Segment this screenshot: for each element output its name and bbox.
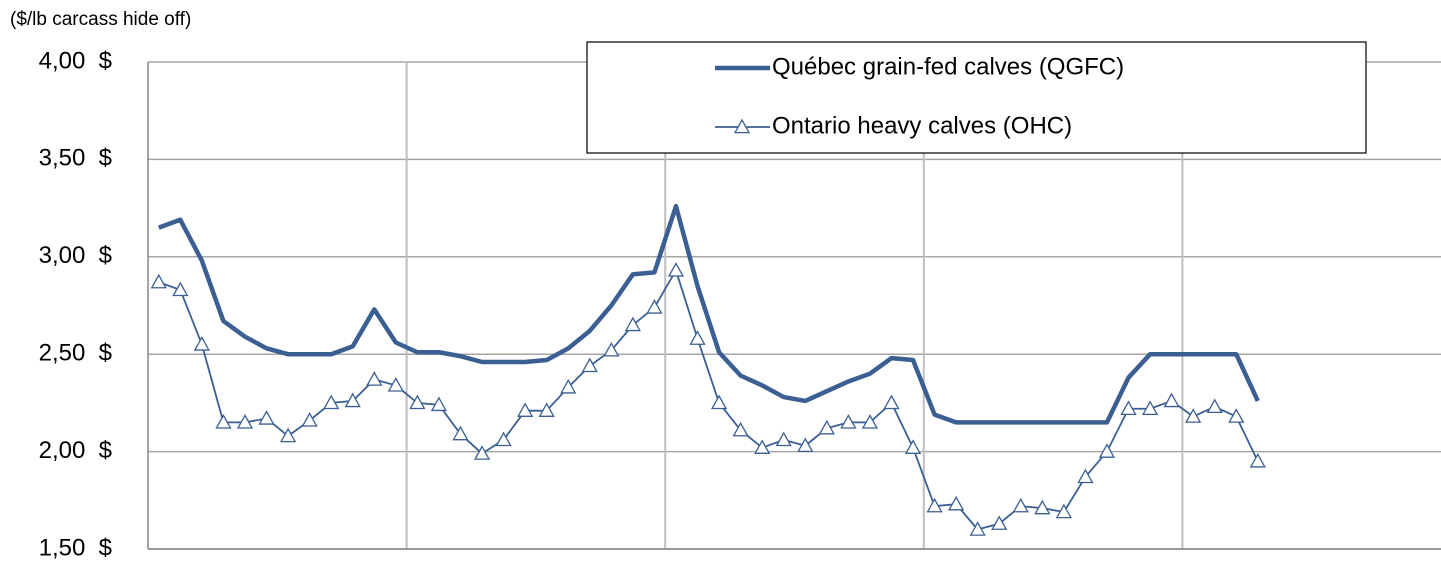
legend-label: Ontario heavy calves (OHC) [772, 112, 1072, 139]
data-point [258, 410, 275, 425]
data-point [236, 414, 254, 429]
y-axis-label: ($/lb carcass hide off) [10, 9, 191, 30]
data-point [818, 419, 835, 435]
data-point [775, 431, 792, 447]
data-point [926, 497, 943, 513]
data-point [969, 521, 986, 536]
data-point [387, 377, 404, 392]
data-point [1249, 453, 1266, 468]
series-line [158, 203, 1260, 425]
data-point [172, 281, 189, 297]
y-tick-label: 2,00 $ [39, 437, 112, 464]
data-point [150, 273, 167, 289]
data-point [689, 330, 706, 345]
series-line [158, 269, 1259, 531]
data-point [279, 427, 297, 443]
data-point [366, 371, 383, 386]
data-point [301, 412, 318, 427]
y-tick-label: 3,50 $ [39, 145, 112, 172]
data-point [452, 425, 469, 441]
data-point [1012, 497, 1029, 513]
data-point [1206, 398, 1223, 414]
y-tick-label: 2,50 $ [39, 340, 112, 367]
data-point [1141, 400, 1159, 415]
data-point [861, 414, 879, 429]
data-point [840, 414, 857, 429]
data-point [495, 431, 512, 447]
data-point [344, 392, 361, 408]
data-point [1120, 400, 1137, 415]
data-point [1077, 468, 1094, 484]
data-point [710, 394, 728, 410]
data-point [430, 396, 448, 412]
legend-marker [733, 118, 751, 134]
data-point [1228, 408, 1245, 423]
data-point [1034, 499, 1051, 515]
data-point [667, 262, 685, 277]
y-tick-label: 3,00 $ [39, 242, 112, 269]
data-point [1098, 443, 1116, 458]
y-tick-label: 1,50 $ [39, 534, 112, 561]
data-point [754, 439, 771, 454]
data-point [732, 421, 749, 437]
data-point [215, 414, 232, 429]
legend-label: Québec grain-fed calves (QGFC) [772, 53, 1124, 80]
legend: Québec grain-fed calves (QGFC) Ontario he… [586, 41, 1367, 154]
data-point [560, 378, 577, 394]
data-point [581, 357, 598, 373]
data-point [624, 316, 641, 332]
data-point [517, 402, 534, 417]
data-point [193, 336, 210, 351]
data-point [603, 341, 620, 357]
data-point [1163, 392, 1180, 408]
data-point [883, 394, 900, 410]
data-point [538, 402, 555, 417]
data-point [904, 439, 922, 454]
data-point [991, 515, 1008, 530]
legend-box [586, 41, 1367, 154]
data-point [323, 394, 340, 410]
data-point [1055, 503, 1072, 519]
data-point [1185, 408, 1202, 423]
data-point [473, 445, 491, 460]
data-point [409, 394, 426, 410]
data-point [948, 495, 965, 511]
y-tick-label: 4,00 $ [39, 47, 112, 74]
data-point [646, 299, 663, 314]
data-point [797, 437, 814, 453]
